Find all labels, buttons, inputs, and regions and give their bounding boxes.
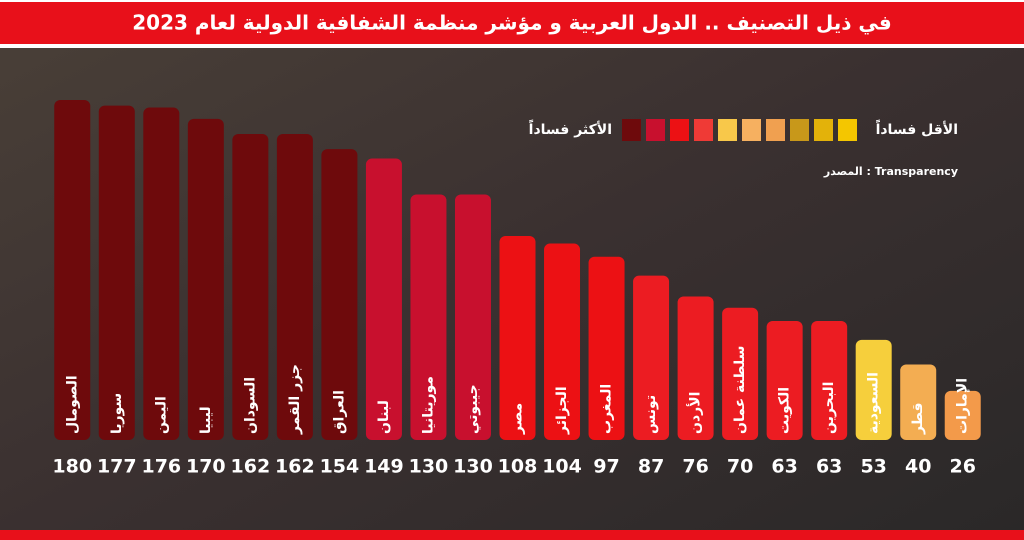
bar <box>54 100 91 440</box>
bar <box>677 296 714 440</box>
bar <box>143 107 180 441</box>
category-label: السعودية <box>866 372 882 434</box>
value-label: 180 <box>52 456 92 478</box>
value-label: 176 <box>141 456 181 478</box>
bar <box>811 321 848 440</box>
value-label: 170 <box>186 456 226 478</box>
legend-swatch <box>790 119 809 141</box>
bar <box>633 275 670 440</box>
bar <box>722 307 759 440</box>
category-label: الإمارات <box>955 378 971 434</box>
value-label: 108 <box>498 456 538 478</box>
category-label: لبنان <box>376 400 392 434</box>
bar <box>900 364 937 440</box>
value-label: 162 <box>275 456 315 478</box>
category-label: المغرب <box>599 384 615 434</box>
value-label: 177 <box>97 456 137 478</box>
bar <box>944 390 981 440</box>
legend-swatch <box>694 119 713 141</box>
source: المصدر : Transparency <box>823 165 958 178</box>
bar <box>499 236 536 440</box>
value-label: 97 <box>593 456 619 478</box>
bar <box>454 194 491 440</box>
category-label: قطر <box>910 402 926 435</box>
value-label: 70 <box>727 456 753 478</box>
legend-high-label: الأكثر فساداً <box>529 119 612 138</box>
legend-low-label: الأقل فساداً <box>875 119 958 138</box>
title-bar <box>0 2 1024 44</box>
category-label: سلطنة عمان <box>732 346 748 434</box>
category-label: مصر <box>510 403 526 435</box>
value-label: 154 <box>320 456 360 478</box>
bar <box>855 339 892 440</box>
category-label: الصومال <box>64 375 80 434</box>
legend-swatch <box>766 119 785 141</box>
legend-swatch <box>742 119 761 141</box>
category-label: البحرين <box>821 382 837 434</box>
bar <box>187 118 224 440</box>
bar <box>544 243 581 440</box>
bar <box>365 158 402 441</box>
category-label: اليمن <box>153 396 169 434</box>
bar <box>98 105 135 441</box>
bar <box>276 134 313 440</box>
category-label: جيبوتي <box>465 384 481 434</box>
value-label: 63 <box>771 456 797 478</box>
bar <box>321 149 358 440</box>
value-label: 26 <box>950 456 976 478</box>
value-label: 76 <box>682 456 708 478</box>
category-label: تونس <box>643 395 659 434</box>
bar <box>588 256 625 440</box>
category-label: الكويت <box>777 387 793 434</box>
value-label: 130 <box>453 456 493 478</box>
category-label: جزر القمر <box>287 364 303 435</box>
category-label: العراق <box>331 390 347 434</box>
category-label: سوريا <box>109 393 125 434</box>
legend-swatch <box>814 119 833 141</box>
legend-swatch <box>718 119 737 141</box>
value-label: 40 <box>905 456 931 478</box>
value-label: 53 <box>860 456 886 478</box>
category-label: الجزائر <box>554 386 570 435</box>
legend-swatch <box>622 119 641 141</box>
bottom-bar <box>0 530 1024 540</box>
bar <box>232 134 269 440</box>
chart-title: في ذيل التصنيف .. الدول العربية و مؤشر م… <box>132 11 892 36</box>
category-label: موريتانيا <box>420 376 436 434</box>
value-label: 149 <box>364 456 404 478</box>
legend-swatch <box>670 119 689 141</box>
value-label: 104 <box>542 456 582 478</box>
value-label: 130 <box>409 456 449 478</box>
legend-swatch <box>838 119 857 141</box>
value-label: 87 <box>638 456 664 478</box>
category-label: الأردن <box>687 392 704 434</box>
category-label: السودان <box>242 377 258 434</box>
bar <box>766 321 803 440</box>
value-label: 162 <box>231 456 271 478</box>
category-label: ليبيا <box>198 406 214 434</box>
value-label: 63 <box>816 456 842 478</box>
legend-swatch <box>646 119 665 141</box>
bar <box>410 194 447 440</box>
